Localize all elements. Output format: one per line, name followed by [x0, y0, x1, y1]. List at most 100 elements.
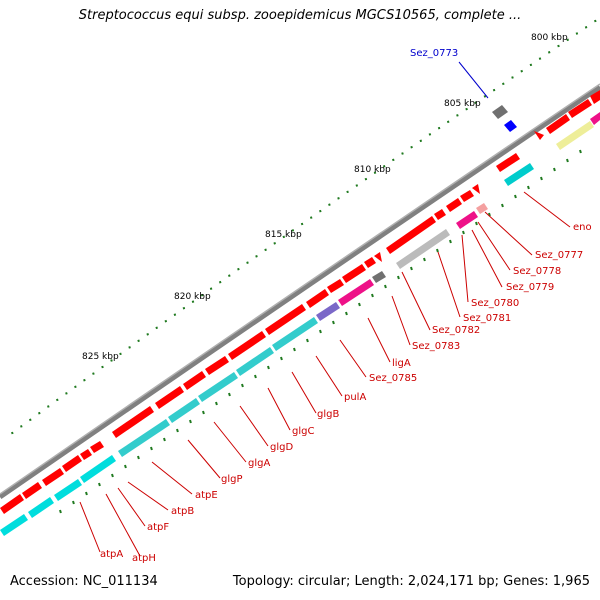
gene-feature[interactable] — [364, 257, 376, 268]
tick-mark — [293, 347, 296, 352]
tick-mark — [514, 194, 517, 199]
gene-feature[interactable] — [22, 482, 42, 499]
tick-mark — [501, 203, 504, 208]
tick-mark — [474, 101, 477, 104]
gene-feature[interactable] — [183, 371, 206, 390]
gene-feature[interactable] — [472, 184, 480, 194]
gene-feature[interactable] — [90, 441, 104, 453]
scale-tick-label: 800 kbp — [531, 33, 568, 43]
gene-feature[interactable] — [504, 163, 534, 186]
tick-mark — [189, 419, 192, 424]
gene-label[interactable]: glgD — [270, 442, 293, 453]
gene-feature[interactable] — [338, 279, 374, 306]
gene-feature[interactable] — [155, 386, 184, 409]
gene-feature[interactable] — [198, 372, 238, 402]
tick-mark — [449, 239, 452, 244]
gene-label[interactable]: glgP — [221, 474, 243, 485]
gene-feature[interactable] — [118, 419, 170, 457]
gene-feature[interactable] — [168, 398, 200, 423]
tick-mark — [337, 197, 340, 200]
tick-mark — [364, 177, 368, 181]
gene-feature[interactable] — [0, 514, 28, 536]
gene-feature[interactable] — [590, 90, 600, 104]
gene-feature[interactable] — [556, 121, 594, 150]
gene-feature[interactable] — [590, 112, 600, 125]
gene-feature[interactable] — [306, 289, 329, 308]
gene-feature[interactable] — [62, 455, 82, 472]
gene-feature[interactable] — [460, 190, 474, 202]
gene-feature[interactable] — [236, 347, 274, 376]
callout-line — [339, 339, 367, 378]
gene-feature[interactable] — [205, 356, 229, 375]
gene-label[interactable]: ligA — [392, 358, 411, 369]
gene-feature[interactable] — [42, 468, 64, 486]
gene-label[interactable]: eno — [573, 222, 592, 233]
gene-feature[interactable] — [434, 209, 446, 220]
tick-marks — [11, 19, 597, 514]
gene-label[interactable]: atpF — [147, 522, 169, 533]
callout-line — [523, 191, 571, 228]
tick-mark — [273, 242, 276, 245]
gene-label-highlight[interactable]: Sez_0773 — [410, 48, 458, 59]
gene-feature[interactable] — [396, 229, 450, 269]
gene-label[interactable]: Sez_0780 — [471, 298, 519, 309]
gene-label[interactable]: atpE — [195, 490, 218, 501]
gene-label[interactable]: Sez_0782 — [432, 325, 480, 336]
gene-label[interactable]: glgC — [292, 426, 314, 437]
gene-label[interactable]: atpA — [100, 549, 123, 560]
callout-line — [471, 229, 503, 288]
reverse-strand-genes — [0, 112, 600, 536]
tick-mark — [373, 171, 377, 174]
gene-feature[interactable] — [272, 317, 318, 351]
gene-label[interactable]: glgA — [248, 458, 270, 469]
gene-feature[interactable] — [316, 302, 340, 321]
gene-feature[interactable] — [80, 455, 116, 483]
callout-line — [315, 355, 343, 397]
gene-label[interactable]: atpH — [132, 553, 156, 564]
gene-feature[interactable] — [534, 131, 544, 140]
gene-feature[interactable] — [342, 264, 366, 283]
gene-feature[interactable] — [0, 494, 24, 514]
tick-mark — [410, 145, 413, 149]
gene-feature[interactable] — [568, 99, 592, 118]
gene-label[interactable]: Sez_0785 — [369, 373, 417, 384]
gene-label[interactable]: Sez_0778 — [513, 266, 561, 277]
gene-feature[interactable] — [80, 449, 92, 460]
scale-tick-label: 820 kbp — [174, 292, 211, 302]
gene-feature[interactable] — [456, 211, 478, 229]
gene-label[interactable]: Sez_0779 — [506, 282, 554, 293]
tick-mark — [255, 255, 258, 258]
tick-mark — [237, 267, 240, 271]
gene-feature[interactable] — [28, 497, 54, 518]
gene-feature-sez-0773-grey[interactable] — [492, 105, 508, 119]
gene-feature[interactable] — [374, 252, 382, 262]
tick-mark — [137, 339, 140, 343]
tick-mark — [111, 473, 114, 478]
gene-feature[interactable] — [446, 198, 462, 212]
gene-label[interactable]: pulA — [344, 392, 366, 403]
gene-feature[interactable] — [372, 271, 386, 283]
gene-label[interactable]: atpB — [171, 506, 194, 517]
gene-label[interactable]: glgB — [317, 409, 339, 420]
gene-feature[interactable] — [54, 479, 82, 501]
tick-mark — [419, 139, 423, 143]
gene-feature[interactable] — [496, 153, 520, 172]
scale-tick-label: 805 kbp — [444, 99, 481, 109]
tick-mark — [483, 95, 487, 98]
gene-feature[interactable] — [476, 203, 488, 214]
gene-feature[interactable] — [386, 216, 436, 254]
gene-feature[interactable] — [265, 304, 306, 335]
gene-label[interactable]: Sez_0783 — [412, 341, 460, 352]
gene-label[interactable]: Sez_0781 — [463, 313, 511, 324]
tick-mark — [83, 378, 86, 382]
tick-mark — [209, 287, 213, 290]
scale-tick-label: 810 kbp — [354, 165, 391, 175]
tick-mark — [254, 374, 257, 379]
gene-feature[interactable] — [546, 114, 570, 134]
gene-feature-sez-0773[interactable] — [504, 120, 517, 132]
tick-mark — [38, 411, 41, 415]
gene-label[interactable]: Sez_0777 — [535, 250, 583, 261]
gene-feature[interactable] — [112, 406, 154, 438]
gene-feature[interactable] — [228, 331, 266, 360]
gene-feature[interactable] — [327, 279, 344, 293]
